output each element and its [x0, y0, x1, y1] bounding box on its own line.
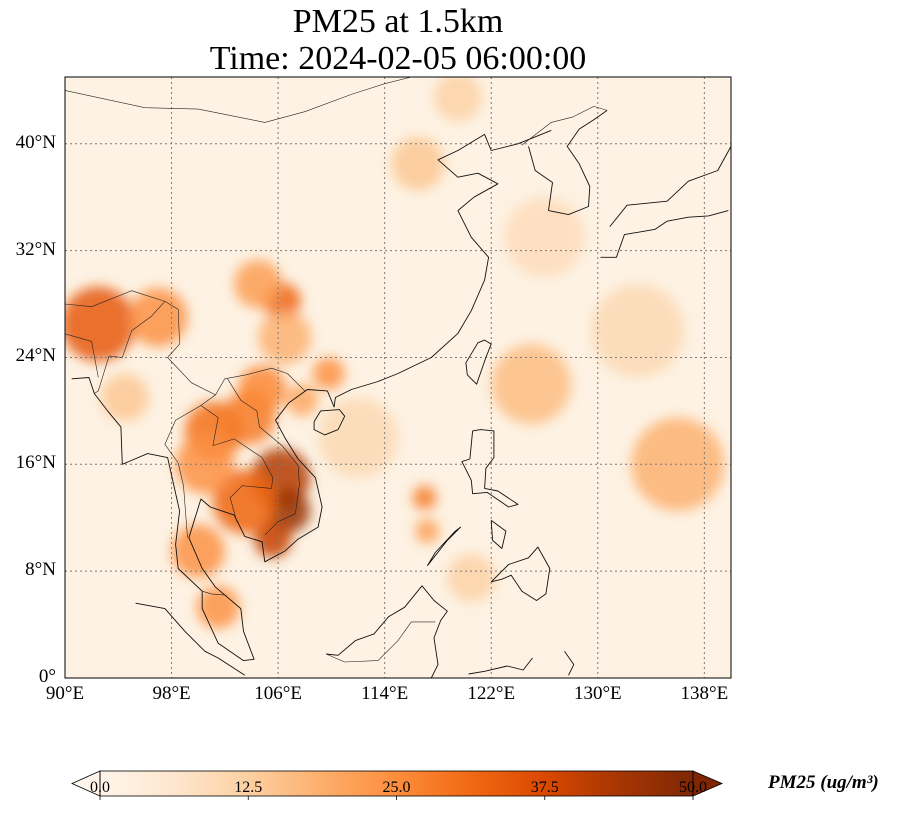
latitude-tick-label: 24°N	[15, 345, 56, 367]
coastline	[461, 429, 519, 508]
coastline	[600, 210, 729, 258]
country-border	[200, 394, 274, 489]
country-border	[521, 106, 608, 146]
colorbar-tick-label: 50.0	[679, 779, 707, 796]
colorbar-label: PM25 (ug/m³)	[768, 772, 879, 793]
country-border	[164, 405, 202, 538]
pm25-hotspot	[258, 310, 312, 365]
longitude-tick-label: 98°E	[152, 683, 191, 704]
pm25-hotspot	[65, 286, 136, 362]
coastline	[135, 602, 246, 676]
longitude-tick-label: 106°E	[254, 683, 302, 704]
coastline	[71, 129, 552, 662]
country-border	[202, 590, 227, 596]
country-border	[94, 301, 166, 394]
country-border	[65, 290, 306, 396]
colorbar-tick-label: 25.0	[382, 779, 411, 796]
pm25-hotspot	[128, 288, 188, 347]
latitude-tick-label: 0°	[38, 666, 56, 687]
pm25-hotspot	[631, 417, 725, 512]
coastline	[326, 585, 448, 678]
longitude-tick-label: 130°E	[573, 683, 622, 704]
pm25-hotspot	[591, 284, 685, 378]
country-border	[229, 485, 272, 522]
pm25-hotspot	[447, 553, 496, 602]
pm25-hotspot	[318, 397, 398, 478]
pm25-hotspot	[212, 469, 277, 534]
pm25-hotspot	[171, 524, 225, 578]
pm25-hotspot	[238, 365, 287, 414]
pm25-hotspot	[391, 137, 445, 191]
pm25-hotspot	[100, 373, 149, 422]
colorbar-tick-label: 37.5	[530, 779, 559, 796]
pm25-hotspot	[504, 197, 585, 278]
coastline	[465, 339, 492, 385]
longitude-tick-label: 138°E	[680, 683, 729, 704]
longitude-tick-label: 122°E	[467, 683, 516, 704]
latitude-tick-label: 16°N	[15, 452, 56, 474]
pm25-hotspot	[415, 519, 440, 544]
country-border	[65, 77, 412, 123]
pm25-hotspot	[412, 485, 437, 510]
pm25-hotspot	[234, 259, 283, 309]
pm25-hotspot	[312, 357, 345, 390]
pm25-hotspot	[491, 344, 572, 425]
coastline	[426, 526, 462, 567]
latitude-tick-label: 32°N	[15, 238, 56, 260]
pm25-hotspot	[196, 585, 240, 629]
longitude-tick-label: 114°E	[361, 683, 409, 704]
coastline	[313, 409, 346, 436]
coastline	[490, 546, 551, 601]
latitude-tick-label: 8°N	[25, 559, 56, 581]
map-frame	[64, 76, 732, 679]
country-border	[227, 378, 300, 536]
colorbar-tick-label: 12.5	[234, 779, 263, 796]
pm25-hotspot	[175, 434, 235, 494]
pm25-hotspot	[254, 520, 292, 558]
latitude-tick-label: 40°N	[15, 131, 56, 153]
coastline	[490, 520, 507, 549]
country-border	[65, 333, 99, 378]
colorbar-tick-label: 0.0	[90, 779, 110, 796]
map-time-subtitle: Time: 2024-02-05 06:00:00	[209, 40, 587, 77]
country-border	[325, 621, 436, 663]
pm25-hotspot	[433, 77, 482, 122]
coastline	[609, 146, 731, 227]
pm25-hotspot	[286, 384, 319, 417]
coastline	[528, 110, 608, 216]
coastline	[468, 657, 533, 675]
longitude-tick-label: 90°E	[45, 683, 85, 704]
coastline	[564, 651, 575, 676]
colorbar-gradient	[100, 771, 693, 796]
map-title: PM25 at 1.5km	[292, 3, 504, 40]
